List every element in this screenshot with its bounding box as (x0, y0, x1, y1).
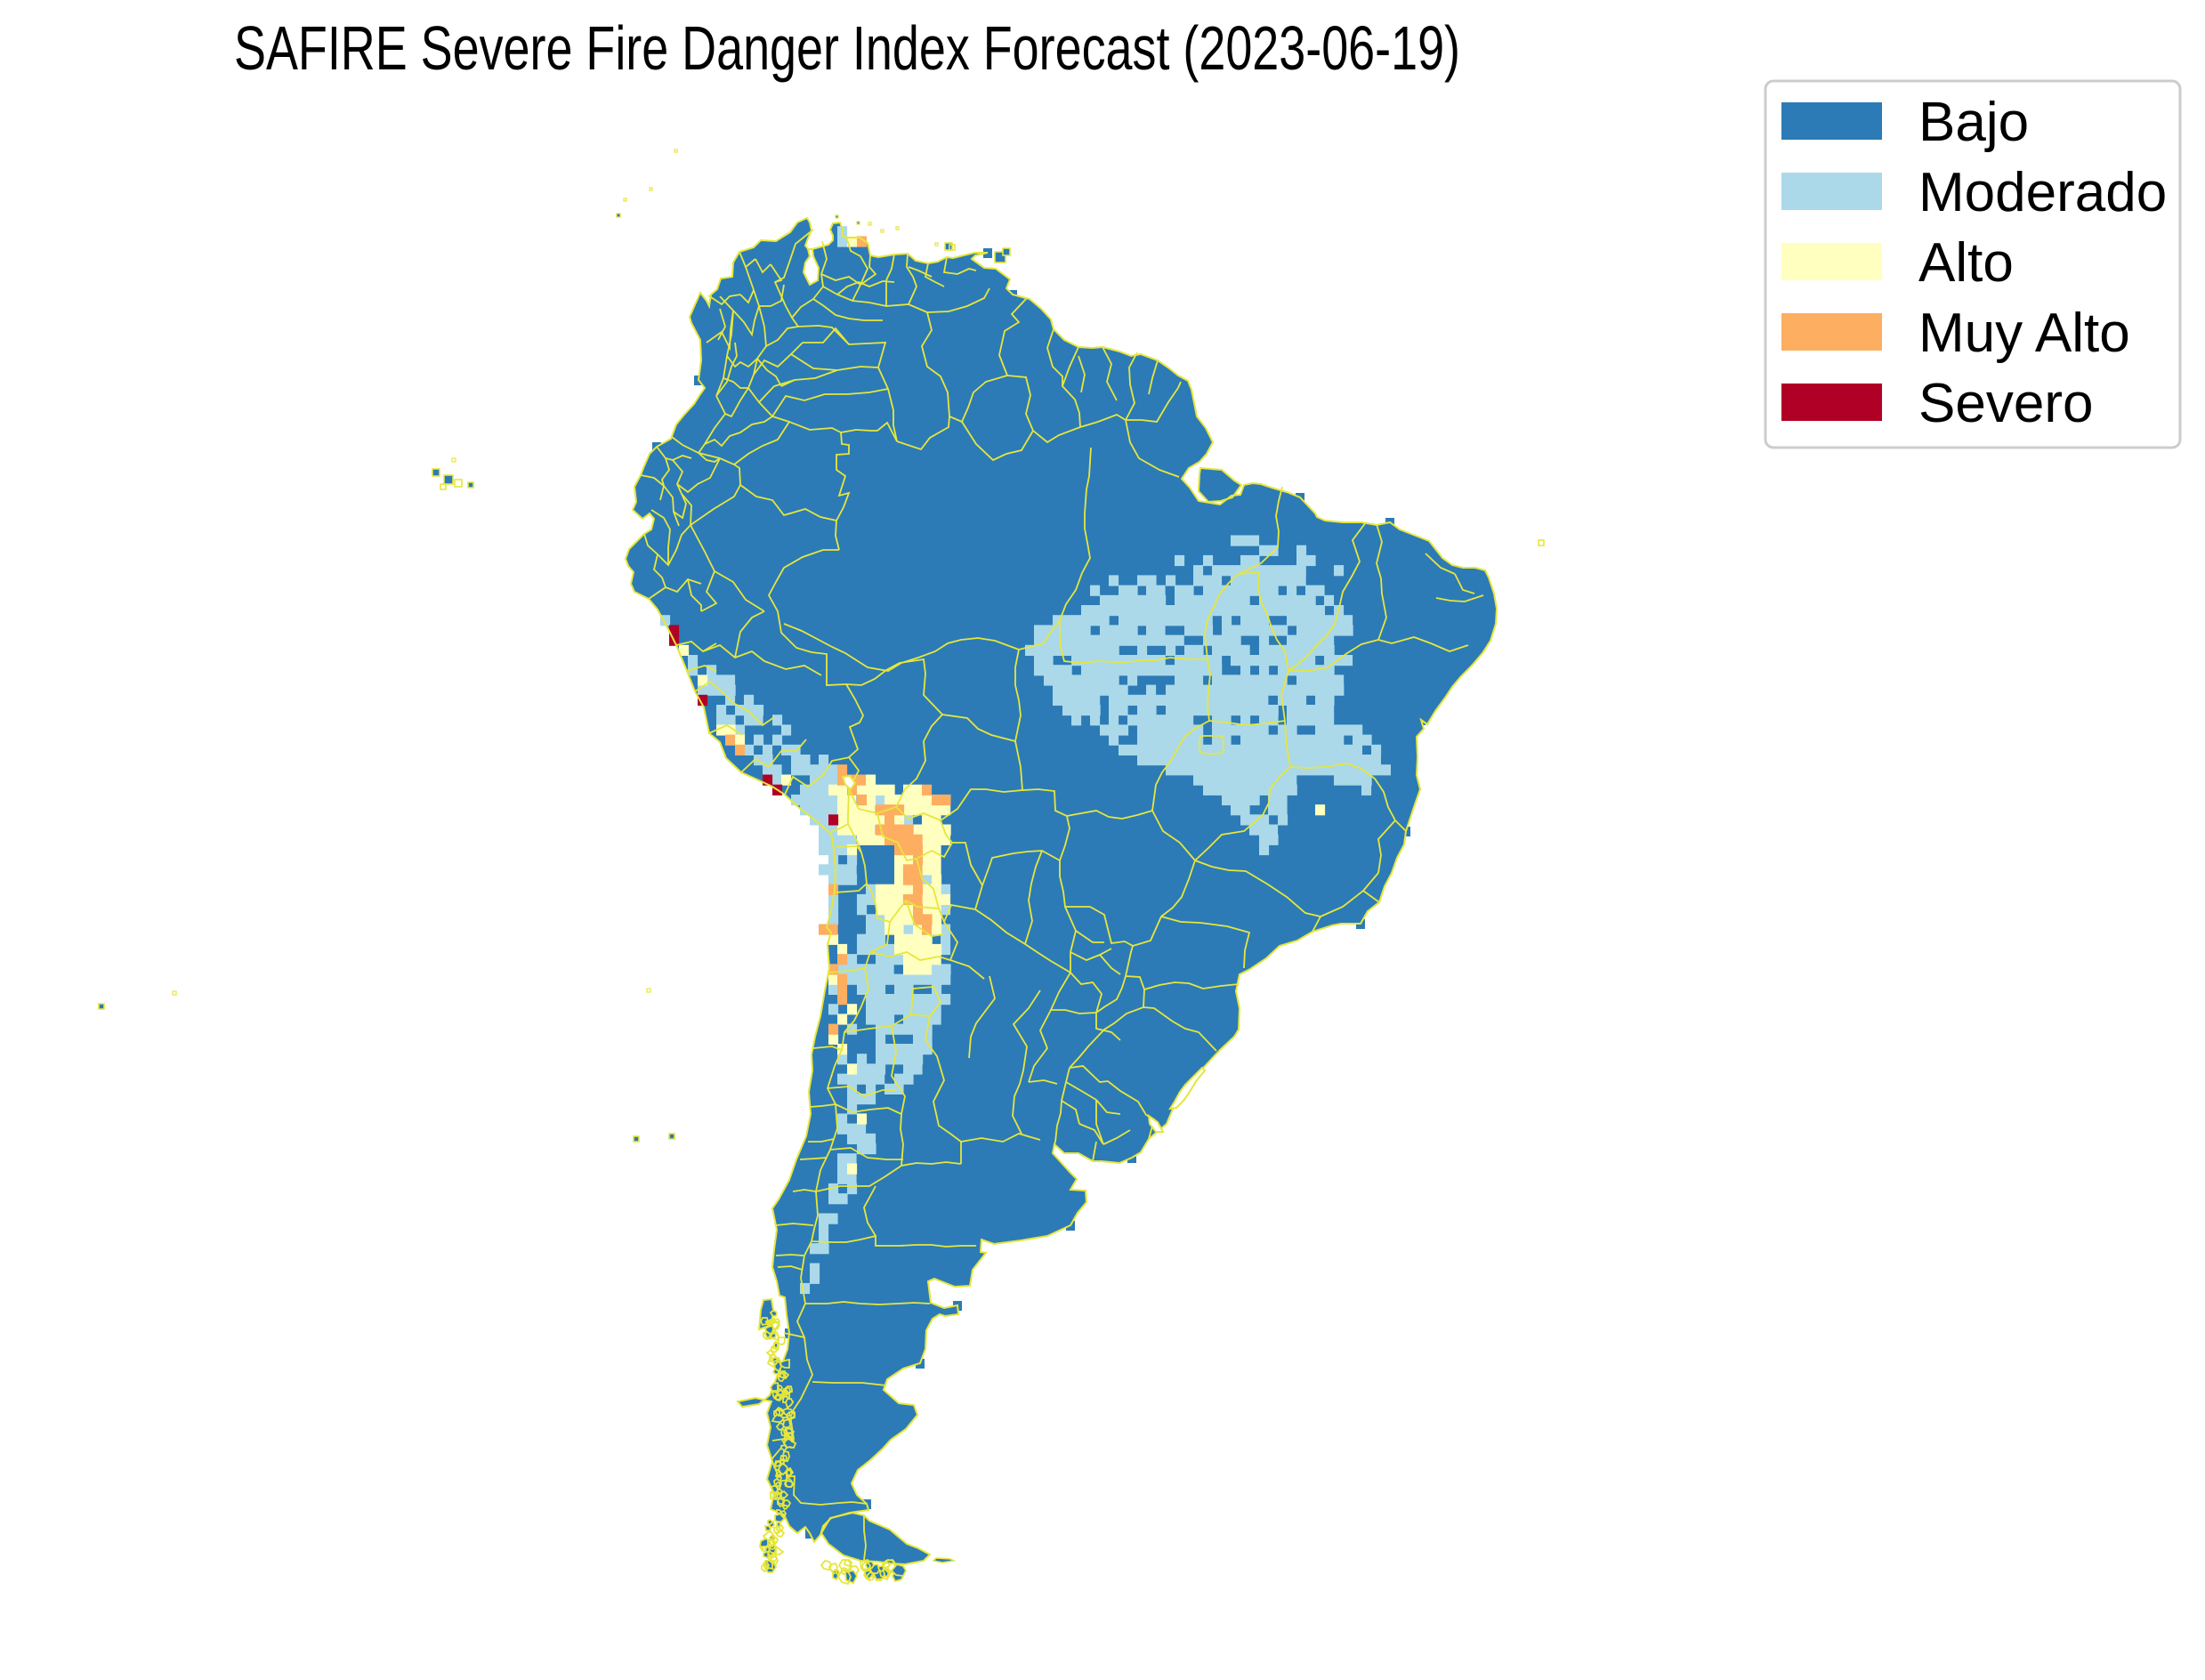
svg-text:Bajo: Bajo (1918, 92, 2029, 153)
svg-text:Alto: Alto (1918, 232, 2014, 294)
svg-text:SAFIRE Severe Fire Danger Inde: SAFIRE Severe Fire Danger Index Forecast… (234, 13, 1460, 83)
svg-text:Muy Alto: Muy Alto (1918, 303, 2130, 364)
svg-text:Moderado: Moderado (1918, 162, 2167, 223)
svg-text:Severo: Severo (1918, 373, 2093, 434)
